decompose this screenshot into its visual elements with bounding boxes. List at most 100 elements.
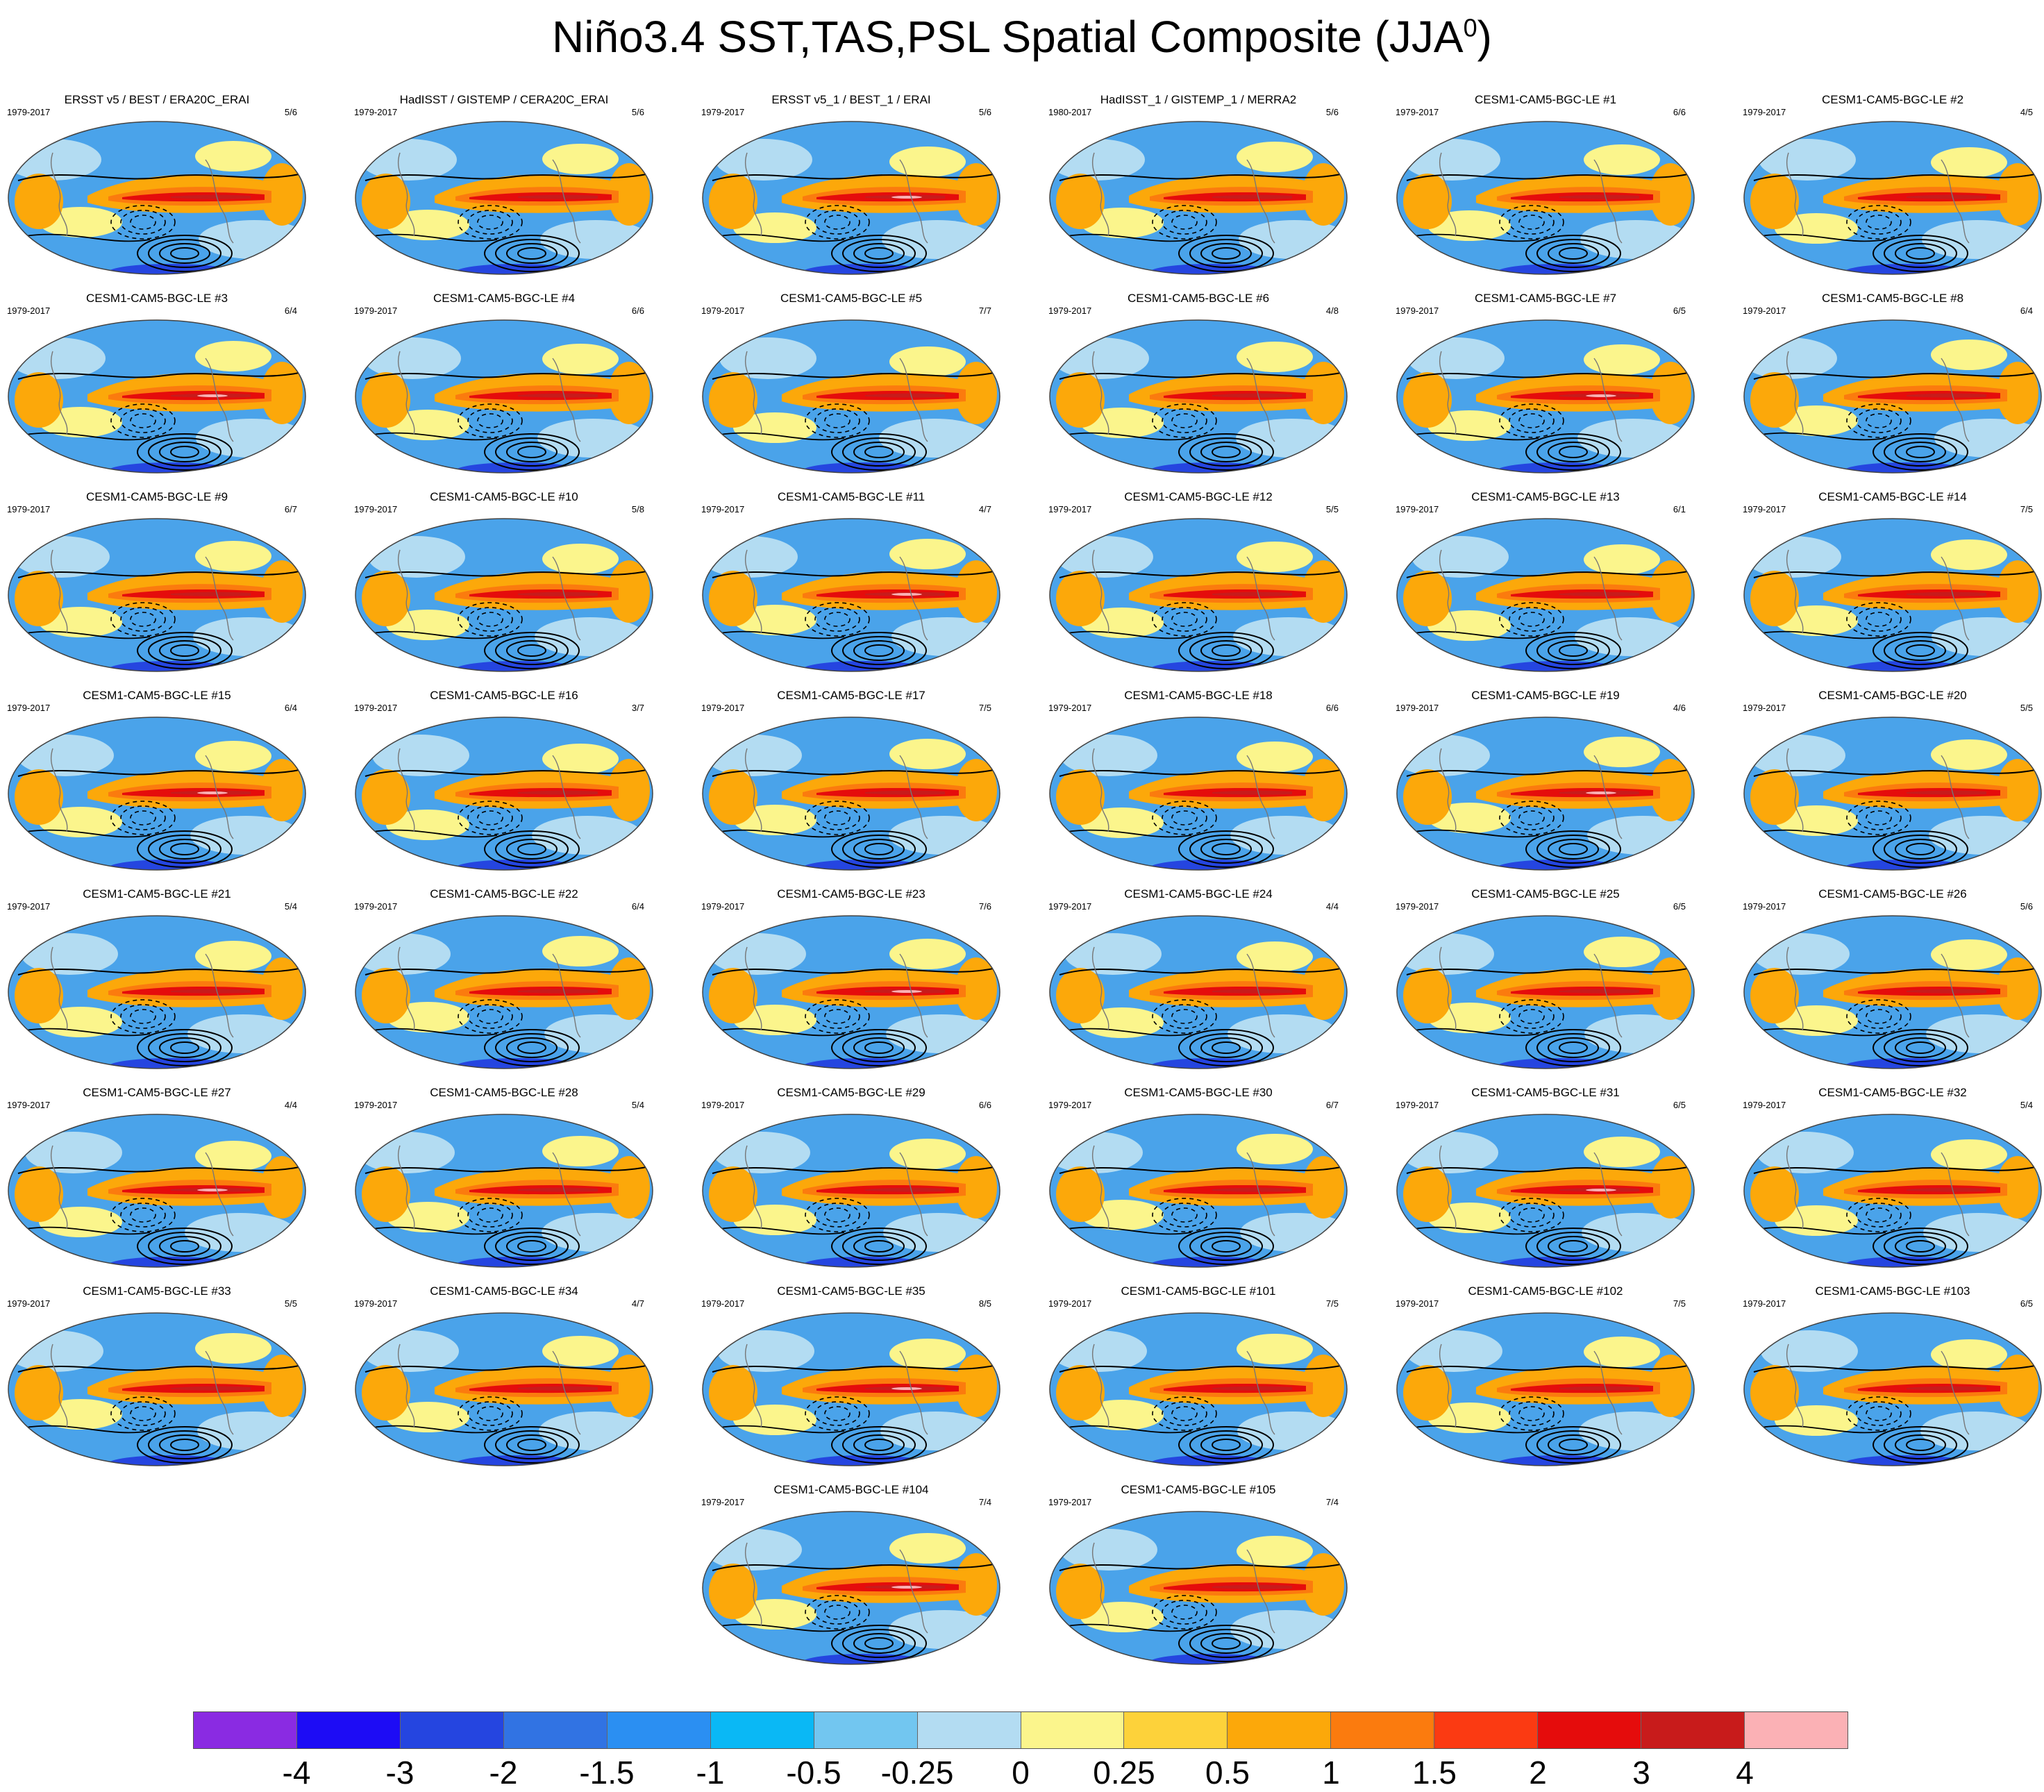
panel-title: CESM1-CAM5-BGC-LE #1 — [1474, 93, 1617, 106]
panel-years: 1979-2017 — [7, 504, 51, 514]
panel-event-count: 4/4 — [1325, 901, 1339, 912]
panel-title: CESM1-CAM5-BGC-LE #7 — [1474, 292, 1617, 305]
panel-years: 1979-2017 — [1743, 305, 1786, 316]
figure-title-text: Niño3.4 SST,TAS,PSL Spatial Composite (J… — [552, 12, 1464, 62]
panel-years: 1979-2017 — [1048, 1298, 1092, 1309]
figure-title-superscript: 0 — [1463, 13, 1477, 42]
colorbar-swatch — [1641, 1712, 1745, 1748]
panel-title: CESM1-CAM5-BGC-LE #20 — [1818, 689, 1967, 702]
panel-years: 1979-2017 — [1048, 901, 1092, 912]
robinson-map — [702, 1511, 1000, 1665]
colorbar-swatch — [1434, 1712, 1539, 1748]
panel-event-count: 5/6 — [2020, 901, 2033, 912]
colorbar-swatch — [1021, 1712, 1125, 1748]
robinson-map — [1743, 717, 2042, 871]
map-panel: CESM1-CAM5-BGC-LE #33 1979-2017 5/5 — [4, 1284, 310, 1472]
robinson-map — [702, 1312, 1000, 1466]
panel-event-count: 3/7 — [631, 703, 644, 713]
panel-event-count: 6/1 — [1673, 504, 1686, 514]
panel-event-count: 5/5 — [1325, 504, 1339, 514]
panel-event-count: 7/7 — [978, 305, 991, 316]
robinson-map — [702, 915, 1000, 1069]
panel-event-count: 4/8 — [1325, 305, 1339, 316]
panel-years: 1979-2017 — [1743, 107, 1786, 117]
panel-title: CESM1-CAM5-BGC-LE #30 — [1124, 1086, 1273, 1099]
colorbar-tick-label: -0.5 — [786, 1755, 841, 1791]
panel-event-count: 6/4 — [284, 703, 297, 713]
map-panel: CESM1-CAM5-BGC-LE #29 1979-2017 6/6 — [698, 1086, 1004, 1273]
robinson-map — [1396, 1114, 1695, 1268]
panel-event-count: 4/5 — [2020, 107, 2033, 117]
panel-event-count: 6/4 — [2020, 305, 2033, 316]
panel-title: CESM1-CAM5-BGC-LE #102 — [1468, 1284, 1623, 1298]
panel-event-count: 6/6 — [1673, 107, 1686, 117]
panel-event-count: 6/4 — [631, 901, 644, 912]
robinson-map — [1743, 121, 2042, 275]
map-panel: CESM1-CAM5-BGC-LE #19 1979-2017 4/6 — [1393, 689, 1698, 876]
panel-event-count: 6/6 — [631, 305, 644, 316]
panel-event-count: 4/6 — [1673, 703, 1686, 713]
panel-grid: ERSST v5 / BEST / ERA20C_ERAI 1979-2017 5/… — [4, 93, 2044, 1670]
panel-years: 1979-2017 — [7, 1100, 51, 1110]
panel-event-count: 6/6 — [978, 1100, 991, 1110]
panel-event-count: 6/6 — [1325, 703, 1339, 713]
panel-title: CESM1-CAM5-BGC-LE #4 — [433, 292, 576, 305]
panel-title: CESM1-CAM5-BGC-LE #8 — [1821, 292, 1964, 305]
panel-event-count: 7/5 — [2020, 504, 2033, 514]
robinson-map — [1049, 1511, 1348, 1665]
map-panel: CESM1-CAM5-BGC-LE #35 1979-2017 8/5 — [698, 1284, 1004, 1472]
panel-event-count: 7/5 — [1673, 1298, 1686, 1309]
map-panel: CESM1-CAM5-BGC-LE #103 1979-2017 6/5 — [1740, 1284, 2044, 1472]
map-panel: CESM1-CAM5-BGC-LE #101 1979-2017 7/5 — [1046, 1284, 1351, 1472]
colorbar-swatch — [1745, 1712, 1848, 1748]
panel-years: 1979-2017 — [7, 107, 51, 117]
colorbar-swatch — [917, 1712, 1021, 1748]
colorbar-swatch — [710, 1712, 814, 1748]
colorbar-tick-label: 4 — [1736, 1755, 1754, 1791]
map-panel: CESM1-CAM5-BGC-LE #28 1979-2017 5/4 — [351, 1086, 657, 1273]
panel-years: 1979-2017 — [354, 1100, 398, 1110]
map-panel: ERSST v5_1 / BEST_1 / ERAI 1979-2017 5/6 — [698, 93, 1004, 280]
map-panel: CESM1-CAM5-BGC-LE #5 1979-2017 7/7 — [698, 292, 1004, 479]
map-panel: CESM1-CAM5-BGC-LE #13 1979-2017 6/1 — [1393, 490, 1698, 678]
map-panel: HadISST_1 / GISTEMP_1 / MERRA2 1980-2017 5… — [1046, 93, 1351, 280]
panel-title: CESM1-CAM5-BGC-LE #33 — [83, 1284, 231, 1298]
map-panel: CESM1-CAM5-BGC-LE #24 1979-2017 4/4 — [1046, 887, 1351, 1075]
panel-event-count: 4/7 — [978, 504, 991, 514]
panel-title: CESM1-CAM5-BGC-LE #17 — [777, 689, 925, 702]
robinson-map — [1396, 1312, 1695, 1466]
colorbar-labels: -4 -3 -2 -1.5 -1 -0.5 -0.25 0 0.25 0.5 1 1.5 2 3 4 — [193, 1755, 1848, 1790]
map-panel: CESM1-CAM5-BGC-LE #15 1979-2017 6/4 — [4, 689, 310, 876]
panel-years: 1979-2017 — [701, 1100, 745, 1110]
robinson-map — [702, 717, 1000, 871]
panel-years: 1980-2017 — [1048, 107, 1092, 117]
colorbar-swatch — [1228, 1712, 1332, 1748]
panel-title: HadISST_1 / GISTEMP_1 / MERRA2 — [1100, 93, 1297, 106]
robinson-map — [1743, 518, 2042, 672]
robinson-map — [1396, 915, 1695, 1069]
robinson-map — [8, 319, 306, 474]
map-panel: CESM1-CAM5-BGC-LE #26 1979-2017 5/6 — [1740, 887, 2044, 1075]
panel-event-count: 7/4 — [978, 1497, 991, 1507]
panel-event-count: 6/4 — [284, 305, 297, 316]
panel-event-count: 7/5 — [978, 703, 991, 713]
map-panel: HadISST / GISTEMP / CERA20C_ERAI 1979-201… — [351, 93, 657, 280]
robinson-map — [702, 1114, 1000, 1268]
panel-title: CESM1-CAM5-BGC-LE #32 — [1818, 1086, 1967, 1099]
panel-years: 1979-2017 — [701, 901, 745, 912]
robinson-map — [1049, 915, 1348, 1069]
robinson-map — [355, 121, 653, 275]
robinson-map — [1049, 1114, 1348, 1268]
map-panel: CESM1-CAM5-BGC-LE #105 1979-2017 7/4 — [1046, 1483, 1351, 1670]
panel-years: 1979-2017 — [354, 107, 398, 117]
panel-title: CESM1-CAM5-BGC-LE #3 — [85, 292, 228, 305]
panel-event-count: 5/8 — [631, 504, 644, 514]
panel-years: 1979-2017 — [1396, 901, 1439, 912]
colorbar-swatch — [194, 1712, 297, 1748]
colorbar-swatch — [503, 1712, 608, 1748]
colorbar-tick-label: 1 — [1322, 1755, 1340, 1791]
figure-title-close: ) — [1477, 12, 1492, 62]
map-panel: CESM1-CAM5-BGC-LE #20 1979-2017 5/5 — [1740, 689, 2044, 876]
panel-title: CESM1-CAM5-BGC-LE #24 — [1124, 887, 1273, 901]
map-panel: CESM1-CAM5-BGC-LE #23 1979-2017 7/6 — [698, 887, 1004, 1075]
